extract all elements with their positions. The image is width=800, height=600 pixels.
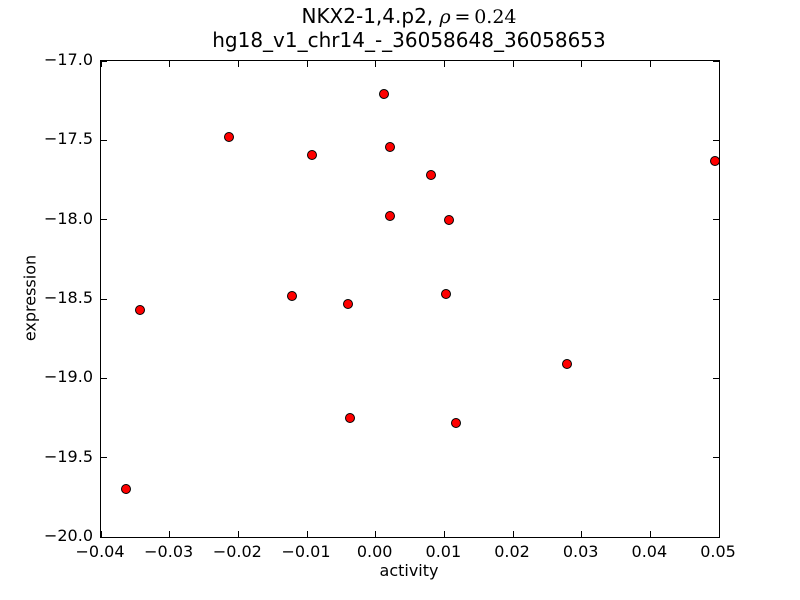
x-tick-bottom <box>100 531 102 537</box>
chart-title-line2: hg18_v1_chr14_-_36058648_36058653 <box>212 28 606 52</box>
x-tick-top <box>649 61 651 67</box>
x-tick-bottom <box>581 531 583 537</box>
y-tick-label: −17.0 <box>43 50 93 69</box>
x-tick-top <box>169 61 171 67</box>
y-tick-left <box>101 377 107 379</box>
data-point <box>385 211 396 222</box>
y-tick-left <box>101 536 107 538</box>
y-tick-right <box>713 298 719 300</box>
x-tick-top <box>718 61 720 67</box>
data-point <box>709 155 720 166</box>
y-tick-label: −18.5 <box>43 288 93 307</box>
x-tick-bottom <box>169 531 171 537</box>
data-point <box>307 149 318 160</box>
x-tick-top <box>306 61 308 67</box>
y-tick-right <box>713 139 719 141</box>
x-tick-top <box>237 61 239 67</box>
rho-symbol: ρ <box>439 6 451 28</box>
data-point <box>224 132 235 143</box>
x-tick-bottom <box>443 531 445 537</box>
y-tick-label: −19.0 <box>43 367 93 387</box>
x-tick-top <box>443 61 445 67</box>
x-tick-bottom <box>718 531 720 537</box>
x-tick-label: −0.03 <box>144 542 194 561</box>
x-tick-label: −0.01 <box>281 542 331 561</box>
x-tick-label: −0.02 <box>212 542 262 561</box>
data-point <box>135 305 146 316</box>
y-tick-left <box>101 139 107 141</box>
x-tick-label: 0.00 <box>356 542 393 561</box>
data-point <box>345 413 356 423</box>
rho-value: = 0.24 <box>450 6 517 28</box>
y-tick-label: −19.5 <box>43 446 93 466</box>
x-tick-bottom <box>306 531 308 537</box>
data-point <box>385 141 396 152</box>
y-tick-left <box>101 298 107 300</box>
data-point <box>378 89 389 100</box>
y-tick-right <box>713 457 719 459</box>
x-tick-top <box>100 61 102 67</box>
data-point <box>444 214 455 225</box>
x-tick-top <box>581 61 583 67</box>
y-tick-left <box>101 219 107 221</box>
y-tick-right <box>713 60 719 62</box>
x-tick-label: −0.04 <box>75 542 125 561</box>
y-tick-right <box>713 536 719 538</box>
data-point <box>286 290 297 301</box>
y-tick-label: −18.0 <box>43 208 93 228</box>
x-tick-bottom <box>512 531 514 537</box>
x-tick-bottom <box>237 531 239 537</box>
data-point <box>121 484 132 495</box>
data-point <box>562 359 573 370</box>
y-tick-right <box>713 219 719 221</box>
y-tick-left <box>101 60 107 62</box>
x-tick-label: 0.01 <box>425 542 462 561</box>
x-tick-bottom <box>375 531 377 537</box>
x-tick-top <box>512 61 514 67</box>
y-tick-label: −17.5 <box>43 129 93 149</box>
title-text: NKX2-1,4.p2, <box>301 4 440 28</box>
x-tick-label: 0.04 <box>631 542 668 561</box>
y-tick-right <box>713 377 719 379</box>
x-tick-bottom <box>649 531 651 537</box>
x-tick-top <box>375 61 377 67</box>
chart-title: NKX2-1,4.p2, ρ = 0.24 hg18_v1_chr14_-_36… <box>100 5 718 52</box>
plot-area <box>100 60 720 538</box>
x-tick-label: 0.05 <box>700 542 736 561</box>
x-tick-label: 0.03 <box>562 542 599 561</box>
data-point <box>451 417 461 428</box>
data-point <box>343 298 354 309</box>
x-tick-label: 0.02 <box>494 542 530 561</box>
x-axis-label: activity <box>379 561 439 580</box>
data-point <box>426 170 437 181</box>
y-tick-left <box>101 457 107 459</box>
y-tick-label: −20.0 <box>43 526 93 545</box>
data-point <box>441 289 452 300</box>
chart-title-line1: NKX2-1,4.p2, ρ = 0.24 <box>100 5 718 29</box>
